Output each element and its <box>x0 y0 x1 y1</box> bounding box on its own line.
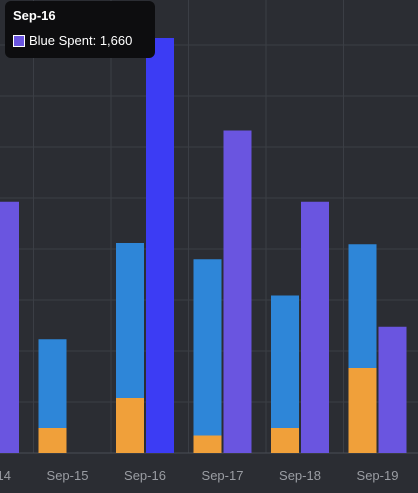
bar-orange-sep-19 <box>348 368 377 453</box>
bar-blue-sep-16 <box>116 243 144 398</box>
bar-orange-sep-18 <box>271 428 299 453</box>
x-tick-label: Sep-19 <box>357 468 399 483</box>
x-tick-label: Sep-18 <box>279 468 321 483</box>
bar-blue-spent-sep-16 <box>146 38 174 453</box>
x-tick-label: Sep-14 <box>0 468 11 483</box>
tooltip-row: Blue Spent: 1,660 <box>13 33 147 49</box>
tooltip-title: Sep-16 <box>13 8 56 23</box>
bar-blue-sep-18 <box>271 295 299 428</box>
x-tick-label: Sep-17 <box>202 468 244 483</box>
bar-blue-spent-sep-18 <box>301 201 329 453</box>
bar-orange-sep-17 <box>193 435 222 453</box>
tooltip-series-swatch <box>13 35 25 47</box>
bar-blue-spent-sep-19 <box>378 326 407 453</box>
tooltip-value-text: Blue Spent: 1,660 <box>29 33 133 48</box>
chart-tooltip: Sep-16 Blue Spent: 1,660 <box>5 1 155 58</box>
bar-blue-spent-sep-14 <box>0 201 19 453</box>
bar-blue-sep-19 <box>348 244 377 368</box>
bar-blue-sep-15 <box>38 339 67 428</box>
x-tick-label: Sep-15 <box>47 468 89 483</box>
bar-orange-sep-15 <box>38 428 67 453</box>
bar-blue-sep-17 <box>193 259 222 436</box>
bar-orange-sep-16 <box>116 398 144 453</box>
x-tick-label: Sep-16 <box>124 468 166 483</box>
bar-blue-spent-sep-17 <box>223 130 252 453</box>
